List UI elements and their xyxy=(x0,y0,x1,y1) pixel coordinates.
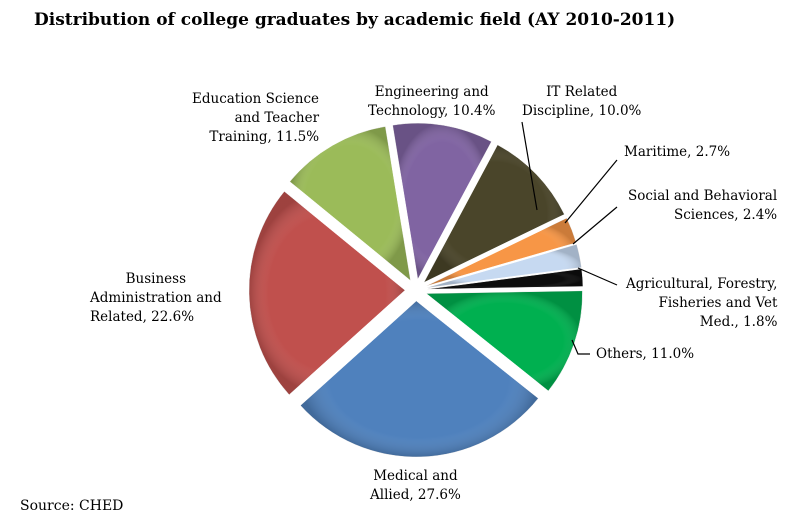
chart-title: Distribution of college graduates by aca… xyxy=(34,10,676,30)
leader-line-agri xyxy=(577,267,618,286)
pie-slice-bevel xyxy=(426,290,583,391)
label-line: Maritime, 2.7% xyxy=(624,144,731,160)
label-line: Training, 11.5% xyxy=(209,129,320,145)
pie-slice-bevel xyxy=(426,268,583,290)
label-line: Agricultural, Forestry, xyxy=(626,276,778,292)
label-line: Discipline, 10.0% xyxy=(522,103,642,119)
label-line: Fisheries and Vet xyxy=(658,295,778,311)
label-line: Education Science xyxy=(192,91,320,107)
label-engineering: Engineering and Technology, 10.4% xyxy=(368,83,495,121)
label-others: Others, 11.0% xyxy=(596,345,694,364)
label-line: Technology, 10.4% xyxy=(368,103,496,119)
label-maritime: Maritime, 2.7% xyxy=(624,143,730,162)
label-line: IT Related xyxy=(546,84,618,100)
pie-slice-bevel xyxy=(300,300,539,457)
label-line: and Teacher xyxy=(234,110,320,126)
leader-line-maritime xyxy=(564,159,618,224)
pie-slice-bevel xyxy=(249,191,406,395)
leader-line-social xyxy=(572,206,618,245)
pie-slice-bevel xyxy=(426,218,577,287)
label-it: IT Related Discipline, 10.0% xyxy=(522,83,641,121)
label-business: Business Administration and Related, 22.… xyxy=(90,270,222,327)
pie-slice-bevel xyxy=(289,126,411,281)
label-line: Administration and xyxy=(90,290,222,306)
label-medical: Medical and Allied, 27.6% xyxy=(370,467,461,505)
pie-slice-bevel xyxy=(392,123,492,280)
label-line: Related, 22.6% xyxy=(90,309,195,325)
label-line: Sciences, 2.4% xyxy=(673,207,778,223)
label-line: Allied, 27.6% xyxy=(370,487,461,503)
label-agri: Agricultural, Forestry, Fisheries and Ve… xyxy=(626,275,777,332)
source-note: Source: CHED xyxy=(20,498,124,514)
label-education: Education Science and Teacher Training, … xyxy=(192,90,319,147)
leader-line-it xyxy=(521,121,538,211)
label-line: Business xyxy=(125,271,187,287)
pie-slice-bevel xyxy=(423,144,565,283)
leader-line-others xyxy=(571,339,590,355)
label-social: Social and Behavioral Sciences, 2.4% xyxy=(628,187,777,225)
pie-slice-bevel xyxy=(426,244,582,288)
label-line: Social and Behavioral xyxy=(628,188,778,204)
label-line: Medical and xyxy=(373,468,458,484)
label-line: Others, 11.0% xyxy=(596,346,695,362)
label-line: Med., 1.8% xyxy=(699,314,778,330)
label-line: Engineering and xyxy=(374,84,489,100)
